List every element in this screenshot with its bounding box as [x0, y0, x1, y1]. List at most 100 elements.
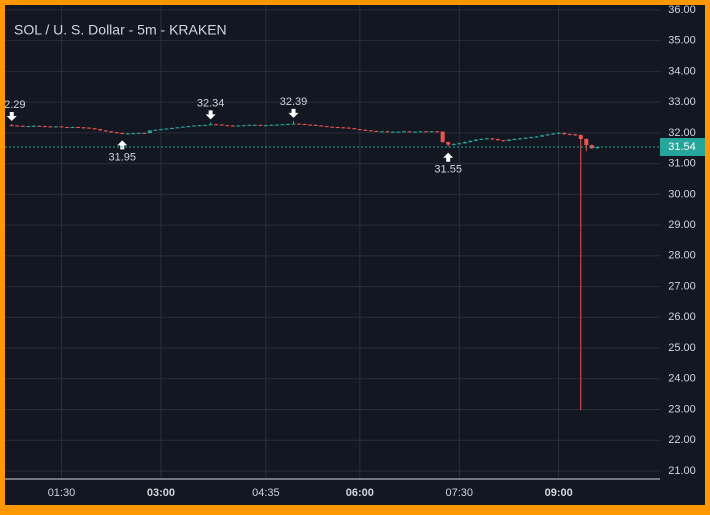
candle-body — [59, 126, 64, 128]
candle-body — [573, 134, 578, 136]
y-tick-label: 22.00 — [668, 434, 696, 446]
candle-body — [285, 123, 290, 125]
y-tick-label: 35.00 — [668, 35, 696, 47]
candle-body — [319, 125, 324, 127]
candle-body — [297, 123, 302, 125]
candle-body — [357, 129, 362, 131]
candle-body — [589, 145, 594, 149]
candle-body — [556, 132, 561, 134]
candle-body — [120, 132, 125, 134]
y-tick-label: 32.00 — [668, 127, 696, 139]
candle-body — [484, 138, 489, 140]
x-tick-label: 09:00 — [545, 487, 573, 499]
y-tick-label: 30.00 — [668, 188, 696, 200]
candle-body — [125, 133, 130, 135]
candle-body — [291, 123, 296, 125]
candle-body — [197, 125, 202, 127]
candle-body — [98, 129, 103, 131]
annotation-arrow — [6, 111, 17, 121]
annotation-label: 31.55 — [434, 164, 462, 176]
candle-body — [374, 131, 379, 133]
annotation-arrow — [117, 140, 128, 150]
candle-body — [258, 124, 263, 126]
plot-area: 32.29 31.95 32.34 32.39 31.55 — [5, 96, 660, 411]
axes: 21.00 22.00 23.00 24.00 25.00 26.00 27.00 28.00… — [48, 5, 705, 499]
candle-body — [424, 131, 429, 133]
y-tick-label: 29.00 — [668, 219, 696, 231]
candle-body — [274, 124, 279, 126]
annotation-arrow — [205, 110, 216, 120]
chart: 32.29 31.95 32.34 32.39 31.55 21.00 22.00 23.0… — [5, 5, 705, 505]
last-price-box — [660, 138, 705, 157]
candle-body — [501, 140, 506, 142]
candle-body — [269, 124, 274, 126]
candle-body — [181, 126, 186, 128]
candle-body — [385, 131, 390, 133]
candle-body — [241, 125, 246, 127]
candle-body — [324, 126, 329, 128]
y-tick-label: 23.00 — [668, 403, 696, 415]
candle-body — [20, 125, 25, 127]
candle-body — [551, 133, 556, 135]
candle-body — [346, 127, 351, 129]
x-tick-label: 04:35 — [252, 487, 280, 499]
candle-body — [114, 132, 119, 134]
candle-body — [540, 135, 545, 137]
candle-body — [401, 131, 406, 133]
candle-body — [142, 132, 147, 134]
y-tick-label: 31.00 — [668, 158, 696, 170]
candle-body — [335, 127, 340, 129]
candle-body — [407, 131, 412, 133]
candle-body — [523, 137, 528, 139]
candle-body — [87, 127, 92, 129]
y-tick-label: 26.00 — [668, 311, 696, 323]
candle-body — [584, 139, 589, 146]
candle-body — [64, 127, 69, 129]
candle-body — [495, 139, 500, 141]
candle-body — [341, 127, 346, 129]
candle-body — [26, 126, 31, 128]
candle-body — [313, 124, 318, 126]
candle-body — [429, 131, 434, 133]
candle-body — [440, 131, 445, 143]
candle-body — [446, 142, 451, 145]
candle-body — [81, 127, 86, 129]
candle-body — [457, 143, 462, 145]
x-tick-label: 03:00 — [147, 487, 175, 499]
x-tick-label: 01:30 — [48, 487, 76, 499]
candle-body — [473, 139, 478, 141]
candle-body — [9, 125, 14, 127]
candle-body — [562, 132, 567, 135]
candle-body — [263, 125, 268, 127]
candle-body — [225, 125, 230, 127]
candle-body — [53, 126, 58, 128]
candle-body — [131, 133, 136, 135]
candle-body — [214, 124, 219, 126]
candle-body — [252, 124, 257, 126]
y-tick-label: 36.00 — [668, 5, 696, 16]
candle-body — [302, 123, 307, 125]
candle-body — [506, 139, 511, 141]
candle-body — [330, 126, 335, 128]
candle-body — [153, 129, 158, 131]
candle-body — [379, 131, 384, 133]
candle-body — [236, 125, 241, 127]
candle-body — [390, 131, 395, 133]
candle-body — [230, 125, 235, 127]
candle-body — [595, 147, 600, 149]
candle-body — [76, 127, 81, 129]
candle-body — [186, 126, 191, 128]
candle-body — [164, 128, 169, 130]
candle-body — [363, 129, 368, 131]
candle-body — [545, 134, 550, 136]
candle-body — [280, 124, 285, 126]
y-tick-label: 24.00 — [668, 373, 696, 385]
grid — [5, 5, 660, 479]
candle-body — [109, 131, 114, 133]
candle-body — [15, 125, 20, 127]
x-tick-label: 07:30 — [445, 487, 473, 499]
candle-body — [158, 129, 163, 131]
candle-body — [169, 127, 174, 129]
candle-body — [396, 131, 401, 133]
annotation-label: 32.34 — [197, 97, 225, 109]
